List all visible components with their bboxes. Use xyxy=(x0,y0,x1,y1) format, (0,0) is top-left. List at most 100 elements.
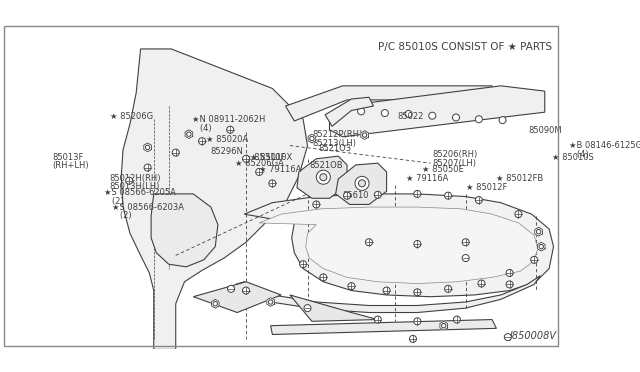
Circle shape xyxy=(414,289,421,296)
Polygon shape xyxy=(308,134,316,143)
Text: 85013F: 85013F xyxy=(52,153,84,161)
Circle shape xyxy=(300,261,307,268)
Polygon shape xyxy=(271,320,497,334)
Text: ★N 08911-2062H: ★N 08911-2062H xyxy=(191,115,265,124)
Circle shape xyxy=(414,318,421,325)
Polygon shape xyxy=(259,207,538,283)
Polygon shape xyxy=(236,276,540,312)
Text: ★S 08566-6203A: ★S 08566-6203A xyxy=(113,203,184,212)
Circle shape xyxy=(227,126,234,133)
Circle shape xyxy=(462,254,469,262)
Text: ★ 79116A: ★ 79116A xyxy=(259,165,301,174)
Text: ★ 85206G: ★ 85206G xyxy=(110,112,153,121)
Text: (RH+LH): (RH+LH) xyxy=(52,161,90,170)
Text: (4): (4) xyxy=(570,150,589,159)
Text: 85212P(RH): 85212P(RH) xyxy=(312,130,362,139)
Text: ★S 08566-6205A: ★S 08566-6205A xyxy=(104,188,175,197)
Circle shape xyxy=(429,112,436,119)
Circle shape xyxy=(228,285,235,292)
Circle shape xyxy=(144,164,151,171)
Circle shape xyxy=(445,192,452,199)
Circle shape xyxy=(442,324,446,328)
Polygon shape xyxy=(361,131,369,140)
Circle shape xyxy=(358,180,365,187)
Polygon shape xyxy=(335,163,387,205)
Circle shape xyxy=(531,256,538,263)
Circle shape xyxy=(358,108,365,115)
Polygon shape xyxy=(285,86,492,121)
Text: 85013H(LH): 85013H(LH) xyxy=(110,183,160,192)
Circle shape xyxy=(383,287,390,294)
Circle shape xyxy=(515,211,522,218)
Polygon shape xyxy=(330,86,545,137)
Polygon shape xyxy=(290,295,378,321)
Circle shape xyxy=(504,334,511,341)
Circle shape xyxy=(452,114,460,121)
Text: ★ 85020A: ★ 85020A xyxy=(207,135,249,144)
Circle shape xyxy=(506,269,513,276)
Text: (4): (4) xyxy=(191,124,211,133)
Circle shape xyxy=(344,192,351,199)
Circle shape xyxy=(462,239,469,246)
Text: P/C 85010S CONSIST OF ★ PARTS: P/C 85010S CONSIST OF ★ PARTS xyxy=(378,42,552,52)
Text: (2): (2) xyxy=(104,196,124,206)
Text: ★ 85310F: ★ 85310F xyxy=(244,153,285,161)
Circle shape xyxy=(269,180,276,187)
Polygon shape xyxy=(151,194,218,267)
Text: J850008V: J850008V xyxy=(510,331,557,341)
Circle shape xyxy=(499,116,506,124)
Circle shape xyxy=(313,201,320,208)
Text: 85206(RH): 85206(RH) xyxy=(432,150,477,159)
Circle shape xyxy=(125,177,132,184)
Text: ★ 85012F: ★ 85012F xyxy=(466,183,507,192)
Text: (2): (2) xyxy=(113,211,132,221)
Text: 85207(LH): 85207(LH) xyxy=(432,159,476,168)
Circle shape xyxy=(414,240,421,247)
Circle shape xyxy=(414,190,421,198)
Circle shape xyxy=(316,170,330,184)
Circle shape xyxy=(320,274,327,281)
Circle shape xyxy=(213,302,218,306)
Text: ★ 79116A: ★ 79116A xyxy=(406,174,448,183)
Circle shape xyxy=(243,155,250,162)
Circle shape xyxy=(348,283,355,290)
Polygon shape xyxy=(185,130,193,138)
Polygon shape xyxy=(325,97,373,126)
Circle shape xyxy=(478,280,485,287)
Text: 8521O3: 8521O3 xyxy=(318,144,351,153)
Text: ★ 85010S: ★ 85010S xyxy=(552,153,593,161)
Circle shape xyxy=(172,149,179,156)
Circle shape xyxy=(453,316,460,323)
Text: ★ 85010X: ★ 85010X xyxy=(250,153,292,161)
Text: ★ 85050E: ★ 85050E xyxy=(422,165,463,174)
Circle shape xyxy=(365,239,372,246)
Polygon shape xyxy=(535,227,542,236)
Circle shape xyxy=(405,110,412,118)
Polygon shape xyxy=(144,143,152,152)
Text: 85610: 85610 xyxy=(342,191,369,200)
Circle shape xyxy=(187,132,191,137)
Circle shape xyxy=(198,138,205,145)
Polygon shape xyxy=(297,156,347,198)
Text: 85022: 85022 xyxy=(397,112,424,121)
Circle shape xyxy=(362,133,367,137)
Circle shape xyxy=(539,244,543,249)
Polygon shape xyxy=(244,194,554,297)
Text: 85213(LH): 85213(LH) xyxy=(312,138,356,148)
Circle shape xyxy=(310,137,314,141)
Circle shape xyxy=(476,196,483,203)
Circle shape xyxy=(374,191,381,198)
Circle shape xyxy=(374,316,381,323)
Circle shape xyxy=(381,110,388,116)
Text: 85296N: 85296N xyxy=(211,147,244,156)
Circle shape xyxy=(304,305,311,312)
Text: ★B 08146-6125G: ★B 08146-6125G xyxy=(570,141,640,150)
Circle shape xyxy=(476,116,483,123)
Circle shape xyxy=(536,230,541,234)
Text: 85012H(RH): 85012H(RH) xyxy=(110,174,161,183)
Polygon shape xyxy=(121,49,307,349)
Circle shape xyxy=(145,145,150,150)
Polygon shape xyxy=(211,299,219,308)
Circle shape xyxy=(410,336,417,342)
Text: ★ 85206GA: ★ 85206GA xyxy=(236,159,284,168)
